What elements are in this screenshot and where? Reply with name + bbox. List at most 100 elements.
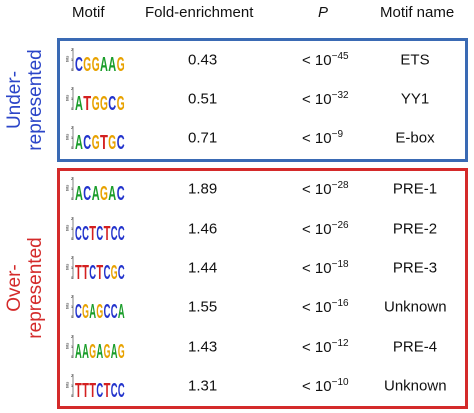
logo-axis-tick: 1: [71, 187, 73, 191]
motif-row: bits 2 1 0 A T G G C G 0.51 < 10−32 YY1: [0, 81, 474, 117]
logo-letter: T: [82, 380, 89, 399]
motif-name: Unknown: [384, 377, 447, 395]
p-value-exponent: −32: [331, 90, 349, 101]
fold-enrichment-value: 1.31: [188, 377, 218, 395]
logo-letter: C: [104, 301, 111, 320]
logo-letter: A: [75, 341, 82, 360]
logo-letter: T: [89, 380, 96, 399]
logo-letter: T: [96, 262, 103, 281]
logo-axis-tick: 2: [71, 126, 73, 130]
p-value: < 10−16: [302, 298, 349, 316]
logo-letter: T: [100, 132, 108, 151]
motif-name: PRE-1: [392, 180, 438, 198]
p-value-base: < 10: [302, 181, 332, 198]
logo-letter: A: [96, 341, 103, 360]
logo-axis-tick: 2: [71, 48, 73, 52]
logo-axis-label: bits: [66, 95, 70, 101]
logo-axis-tick: 0: [71, 68, 73, 72]
p-value-base: < 10: [302, 378, 332, 395]
logo-letter: G: [117, 54, 125, 73]
logo-letter: G: [118, 341, 125, 360]
logo-axis-tick: 1: [71, 58, 73, 62]
logo-letter: A: [100, 54, 108, 73]
motif-name: PRE-2: [392, 220, 438, 238]
p-value-exponent: −18: [331, 259, 349, 270]
motif-row: bits 2 1 0 T T C T C G C 1.44 < 10−18 PRE-3: [0, 250, 474, 286]
logo-letter: G: [92, 93, 100, 112]
p-value-exponent: −45: [331, 51, 349, 62]
logo-axis-label: bits: [66, 225, 70, 231]
logo-letter: A: [118, 301, 125, 320]
logo-letter: C: [104, 262, 111, 281]
logo-letter: C: [118, 262, 125, 281]
p-value: < 10−9: [302, 129, 343, 147]
p-value: < 10−26: [302, 220, 349, 238]
logo-axis-tick: 2: [71, 177, 73, 181]
logo-axis-tick: 2: [71, 374, 73, 378]
over-represented-box: [57, 168, 468, 409]
logo-letter: C: [118, 380, 125, 399]
logo-letter: A: [89, 301, 96, 320]
logo-axis-tick: 0: [71, 394, 73, 398]
logo-letter: C: [108, 93, 116, 112]
p-value: < 10−18: [302, 259, 349, 277]
logo-axis-tick: 0: [71, 146, 73, 150]
logo-letter: C: [111, 223, 118, 242]
header-motif-name: Motif name: [380, 4, 455, 21]
logo-axis-tick: 1: [71, 305, 73, 309]
logo-letter: C: [83, 183, 91, 202]
logo-letter: A: [108, 183, 116, 202]
logo-letter: A: [92, 183, 100, 202]
logo-letter: C: [111, 301, 118, 320]
logo-axis-label: bits: [66, 382, 70, 388]
under-represented-box: [57, 38, 468, 162]
p-value: < 10−28: [302, 180, 349, 198]
logo-letter: T: [104, 380, 111, 399]
fold-enrichment-value: 1.89: [188, 180, 218, 198]
header-fold-enrichment: Fold-enrichment: [145, 4, 254, 21]
logo-letter: G: [117, 93, 125, 112]
logo-letter: C: [83, 132, 91, 151]
logo-axis-label: bits: [66, 303, 70, 309]
logo-letter: T: [89, 223, 96, 242]
logo-axis-tick: 2: [71, 295, 73, 299]
p-value: < 10−12: [302, 338, 349, 356]
logo-letter: A: [111, 341, 118, 360]
logo-axis-tick: 1: [71, 227, 73, 231]
motif-name: E-box: [395, 129, 435, 147]
logo-letter: G: [92, 54, 100, 73]
p-value-base: < 10: [302, 339, 332, 356]
logo-axis-label: bits: [66, 134, 70, 140]
motif-row: bits 2 1 0 A A G A G A G 1.43 < 10−12 PRE-4: [0, 329, 474, 365]
logo-axis-tick: 0: [71, 315, 73, 319]
logo-axis-label: bits: [66, 56, 70, 62]
logo-letter: G: [104, 341, 111, 360]
fold-enrichment-value: 1.44: [188, 259, 218, 277]
logo-axis-tick: 1: [71, 136, 73, 140]
logo-letter: A: [75, 93, 83, 112]
logo-axis-label: bits: [66, 264, 70, 270]
motif-row: bits 2 1 0 A C G T G C 0.71 < 10−9 E-box: [0, 120, 474, 156]
logo-letter: C: [118, 223, 125, 242]
logo-axis-tick: 0: [71, 107, 73, 111]
logo-axis-tick: 0: [71, 237, 73, 241]
p-value-base: < 10: [302, 52, 332, 69]
logo-letter: G: [100, 93, 108, 112]
fold-enrichment-value: 1.46: [188, 220, 218, 238]
fold-enrichment-value: 0.71: [188, 129, 218, 147]
logo-letter: T: [82, 262, 89, 281]
motif-name: ETS: [400, 51, 430, 69]
p-value-exponent: −12: [331, 338, 349, 349]
logo-letter: G: [108, 132, 116, 151]
logo-axis-tick: 0: [71, 276, 73, 280]
logo-axis-tick: 2: [71, 217, 73, 221]
p-value-exponent: −9: [331, 129, 344, 140]
logo-letter: A: [75, 132, 83, 151]
logo-letter: T: [83, 93, 91, 112]
